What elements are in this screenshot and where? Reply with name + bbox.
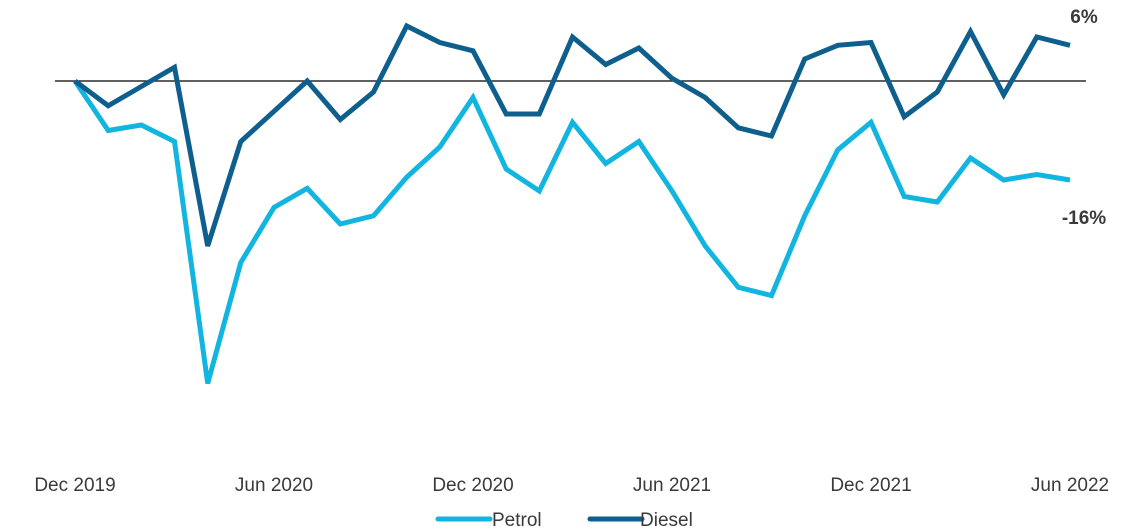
x-tick-label: Jun 2022 xyxy=(1031,475,1109,496)
x-tick-label: Dec 2020 xyxy=(432,475,513,496)
series-diesel xyxy=(73,22,1071,247)
legend-label: Diesel xyxy=(640,510,693,531)
series-line-diesel xyxy=(73,22,1071,247)
x-tick-label: Dec 2019 xyxy=(34,475,115,496)
series-line-petrol xyxy=(72,79,1071,385)
legend: Petrol Diesel xyxy=(435,510,693,531)
end-value-labels: 6% -16% xyxy=(1062,7,1106,229)
x-tick-label: Dec 2021 xyxy=(830,475,911,496)
end-label-petrol: -16% xyxy=(1062,208,1106,229)
legend-item-diesel: Diesel xyxy=(587,510,693,531)
end-label-diesel: 6% xyxy=(1070,7,1098,28)
legend-item-petrol: Petrol xyxy=(435,510,542,531)
series-petrol xyxy=(72,79,1071,385)
x-axis-tick-labels: Dec 2019 Jun 2020 Dec 2020 Jun 2021 Dec 2021… xyxy=(34,475,1109,496)
legend-label: Petrol xyxy=(492,510,542,531)
x-tick-label: Jun 2021 xyxy=(633,475,711,496)
x-tick-label: Jun 2020 xyxy=(235,475,313,496)
series-layer xyxy=(72,22,1071,385)
